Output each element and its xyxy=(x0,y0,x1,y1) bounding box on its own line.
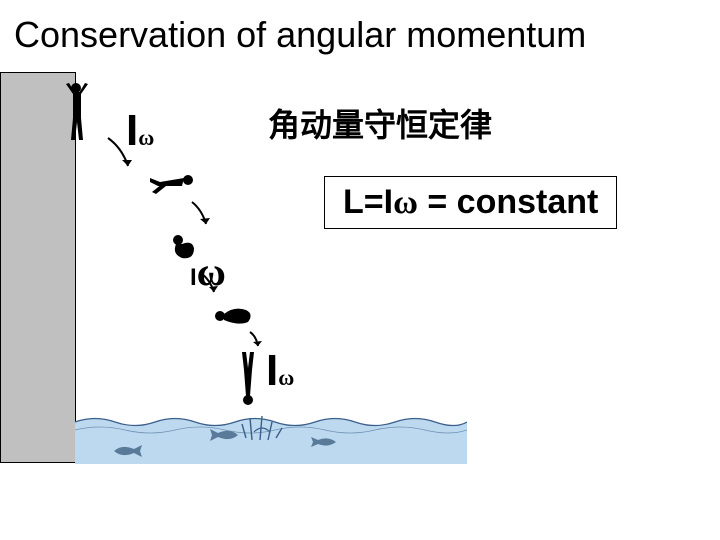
formula-omega: ω xyxy=(393,184,418,221)
label-2-I: I xyxy=(190,264,197,291)
label-3-I: I xyxy=(266,346,278,395)
fish-3 xyxy=(310,436,340,448)
fish-2 xyxy=(208,428,242,442)
slide-root: Conservation of angular momentum 角动量守恒定律… xyxy=(0,0,720,540)
splash xyxy=(240,414,286,444)
motion-arrow-4 xyxy=(248,330,266,350)
subtitle-chinese: 角动量守恒定律 xyxy=(268,100,492,146)
formula-box: L=Iω = constant xyxy=(324,176,617,229)
label-1-omega: ω xyxy=(138,125,154,150)
formula-lhs: L=I xyxy=(343,183,393,221)
label-3-omega: ω xyxy=(278,365,294,390)
motion-arrow-3 xyxy=(200,272,222,298)
diver-standing xyxy=(64,82,92,142)
diver-tuck-1 xyxy=(168,232,198,262)
diver-tuck-2 xyxy=(210,300,254,326)
diver-entry xyxy=(238,350,258,406)
motion-arrow-1 xyxy=(104,136,138,174)
fish-1 xyxy=(110,444,142,458)
formula-rhs: = constant xyxy=(418,183,598,221)
page-title: Conservation of angular momentum xyxy=(14,14,586,56)
diver-diving xyxy=(150,172,194,194)
label-3: Iω xyxy=(266,346,294,396)
motion-arrow-2 xyxy=(190,200,214,230)
